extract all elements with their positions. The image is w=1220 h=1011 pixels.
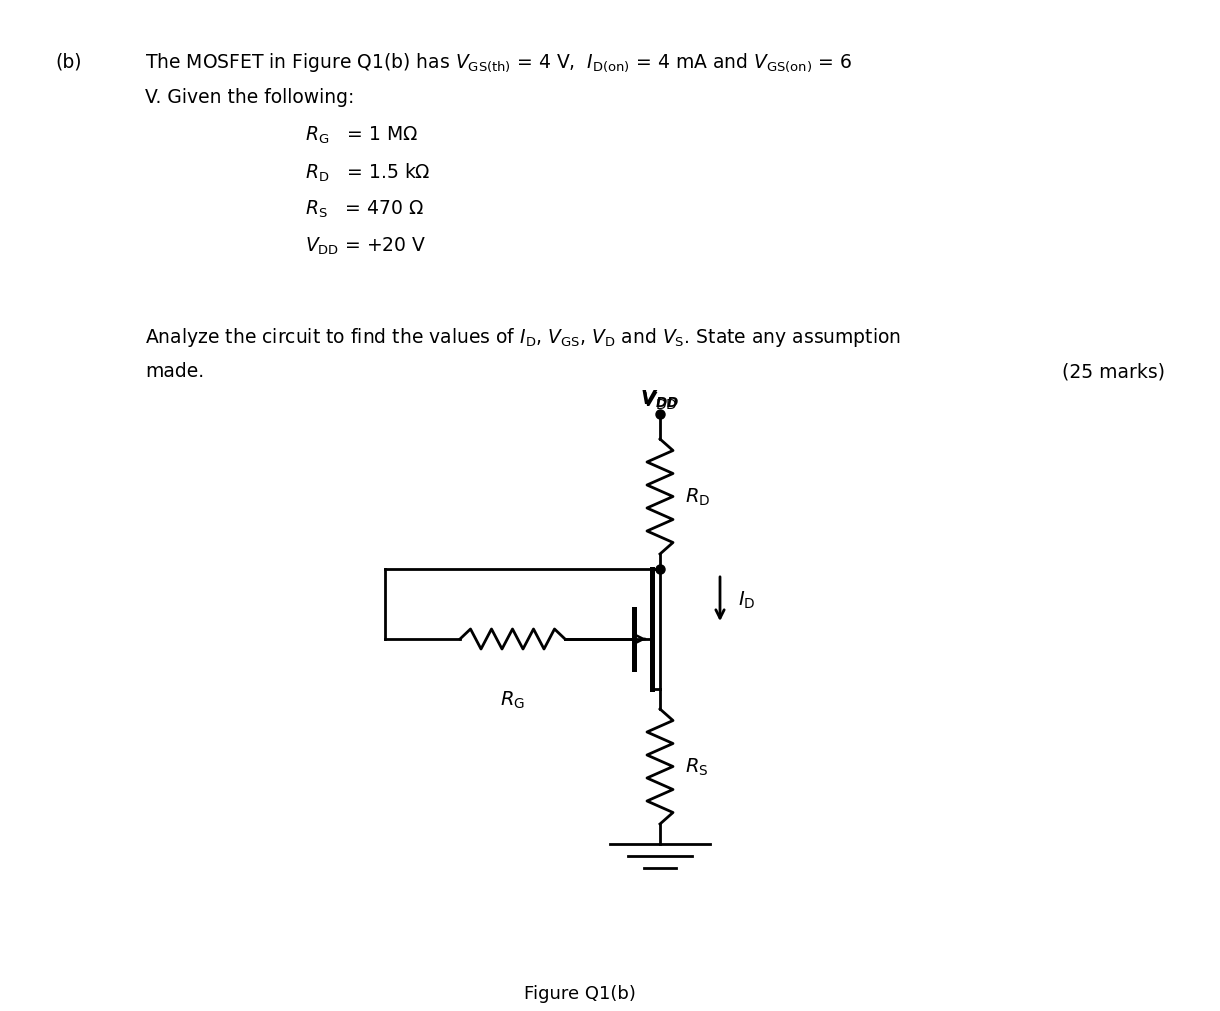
Text: (25 marks): (25 marks)	[1061, 362, 1165, 380]
Text: Analyze the circuit to find the values of $I_\mathrm{D}$, $V_\mathrm{GS}$, $V_\m: Analyze the circuit to find the values o…	[145, 326, 902, 349]
Text: $R_\mathrm{G}$: $R_\mathrm{G}$	[500, 690, 525, 711]
Text: The MOSFET in Figure Q1(b) has $V_{\mathrm{GS(th)}}$ = 4 V,  $I_{\mathrm{D(on)}}: The MOSFET in Figure Q1(b) has $V_{\math…	[145, 52, 853, 74]
Text: made.: made.	[145, 362, 204, 380]
Text: $R_\mathrm{D}$: $R_\mathrm{D}$	[684, 486, 710, 508]
Text: $R_{\mathrm{S}}$   = 470 Ω: $R_{\mathrm{S}}$ = 470 Ω	[305, 199, 423, 220]
Text: $R_\mathrm{S}$: $R_\mathrm{S}$	[684, 755, 709, 776]
Text: $V_\mathrm{DD}$: $V_\mathrm{DD}$	[642, 390, 678, 411]
Text: $V_{\mathrm{DD}}$ = +20 V: $V_{\mathrm{DD}}$ = +20 V	[305, 236, 427, 257]
Text: $R_{\mathrm{G}}$   = 1 MΩ: $R_{\mathrm{G}}$ = 1 MΩ	[305, 125, 418, 147]
Text: $\bfit{V}_{\bfit{DD}}$: $\bfit{V}_{\bfit{DD}}$	[640, 388, 680, 409]
Text: Figure Q1(b): Figure Q1(b)	[525, 984, 636, 1002]
Text: $R_{\mathrm{D}}$   = 1.5 kΩ: $R_{\mathrm{D}}$ = 1.5 kΩ	[305, 162, 431, 184]
Text: $I_\mathrm{D}$: $I_\mathrm{D}$	[738, 588, 755, 610]
Text: V. Given the following:: V. Given the following:	[145, 88, 354, 107]
Text: (b): (b)	[55, 52, 82, 71]
